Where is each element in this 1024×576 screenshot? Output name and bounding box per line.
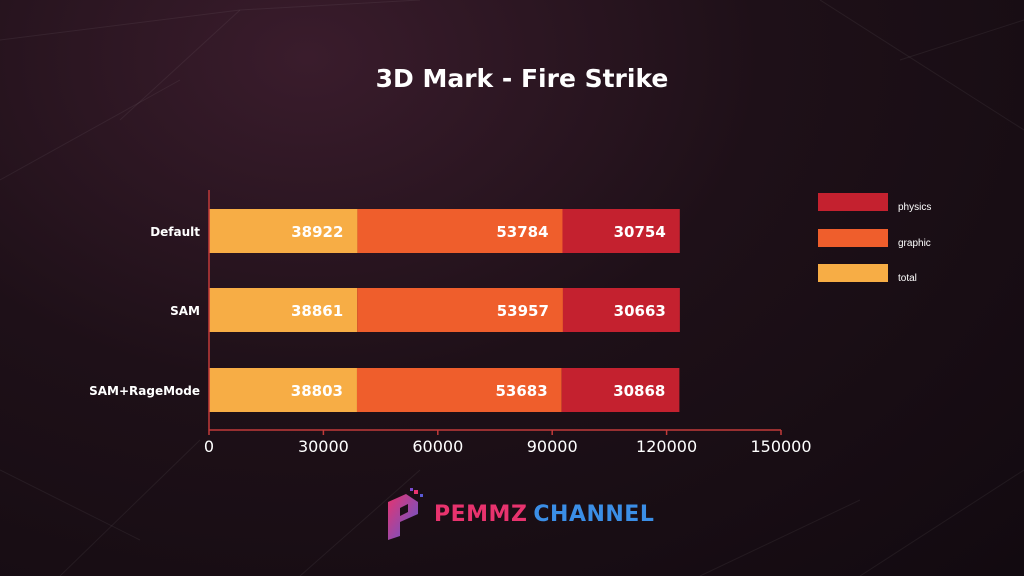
legend-label-physics: physics <box>898 202 931 213</box>
category-label-0: Default <box>150 225 200 239</box>
logo-text-a: PEMMZ <box>434 501 528 527</box>
bar-total-1 <box>209 288 358 332</box>
bar-physics-1 <box>562 288 680 332</box>
bar-graphic-0 <box>357 209 563 253</box>
channel-logo: PEMMZ CHANNEL <box>384 488 654 540</box>
logo-text-b: CHANNEL <box>533 501 655 527</box>
data-label-physics-0: 30754 <box>614 223 666 241</box>
logo-text: PEMMZ CHANNEL <box>434 502 654 527</box>
data-label-graphic-1: 53957 <box>497 302 549 320</box>
bar-total-2 <box>209 368 357 412</box>
data-label-physics-2: 30868 <box>613 382 665 400</box>
category-label-1: SAM <box>170 304 200 318</box>
x-tick-label-1: 30000 <box>298 437 349 456</box>
legend-label-graphic: graphic <box>898 238 931 249</box>
data-label-graphic-2: 53683 <box>495 382 547 400</box>
bar-graphic-1 <box>357 288 563 332</box>
category-label-2: SAM+RageMode <box>89 384 200 398</box>
x-tick-label-3: 90000 <box>527 437 578 456</box>
data-label-physics-1: 30663 <box>614 302 666 320</box>
data-label-total-1: 38861 <box>291 302 343 320</box>
x-tick-label-0: 0 <box>204 437 214 456</box>
x-tick-label-2: 60000 <box>412 437 463 456</box>
legend-swatch-physics <box>818 193 888 211</box>
data-label-total-2: 38803 <box>291 382 343 400</box>
logo-p-icon <box>388 488 423 540</box>
data-label-total-0: 38922 <box>291 223 343 241</box>
data-label-graphic-0: 53784 <box>496 223 548 241</box>
bar-graphic-2 <box>356 368 562 412</box>
legend-label-total: total <box>898 273 917 284</box>
legend-swatch-graphic <box>818 229 888 247</box>
chart-title: 3D Mark - Fire Strike <box>376 64 669 93</box>
bar-physics-2 <box>561 368 680 412</box>
x-tick-label-4: 120000 <box>636 437 697 456</box>
x-tick-label-5: 150000 <box>750 437 811 456</box>
legend-swatch-total <box>818 264 888 282</box>
bar-physics-0 <box>562 209 680 253</box>
bar-total-0 <box>209 209 358 253</box>
